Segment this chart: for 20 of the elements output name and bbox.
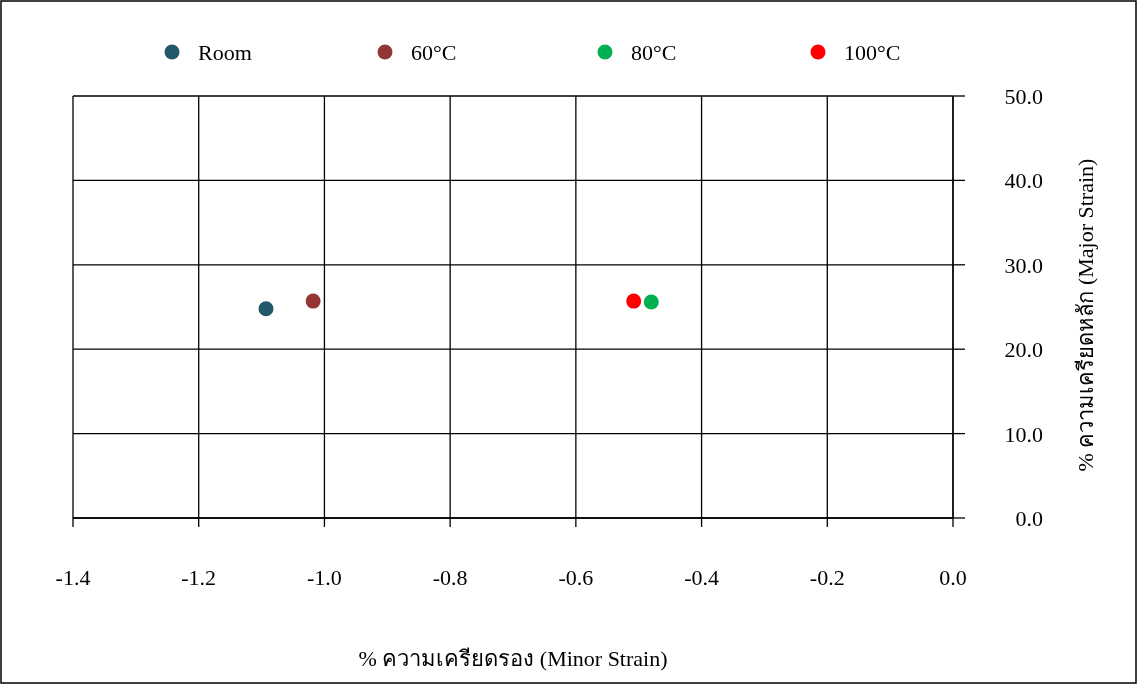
y-axis-title: % ความเครียดหลัก (Major Strain) <box>1073 158 1098 472</box>
legend-label: 80°C <box>631 40 677 65</box>
x-tick-label: -1.2 <box>181 565 217 590</box>
x-tick-label: -0.2 <box>809 565 845 590</box>
legend-label: 100°C <box>844 40 901 65</box>
y-tick-label: 10.0 <box>1004 421 1043 447</box>
y-tick-label: 20.0 <box>1004 337 1043 363</box>
y-tick-label: 50.0 <box>1004 84 1043 109</box>
y-tick-label: 40.0 <box>1004 168 1043 194</box>
x-tick-label: -1.4 <box>55 565 91 590</box>
x-tick-label: -0.6 <box>558 565 594 590</box>
x-tick-label: -0.4 <box>684 565 719 590</box>
y-tick-label: 0.0 <box>1015 506 1043 531</box>
y-tick-label: 30.0 <box>1004 252 1043 278</box>
legend-label: 60°C <box>411 40 457 65</box>
x-tick-label: 0.0 <box>939 565 967 590</box>
x-tick-label: -1.0 <box>307 565 342 590</box>
x-axis-title: % ความเครียดรอง (Minor Strain) <box>358 646 668 671</box>
legend-label: Room <box>198 40 252 65</box>
x-tick-label: -0.8 <box>432 565 468 590</box>
